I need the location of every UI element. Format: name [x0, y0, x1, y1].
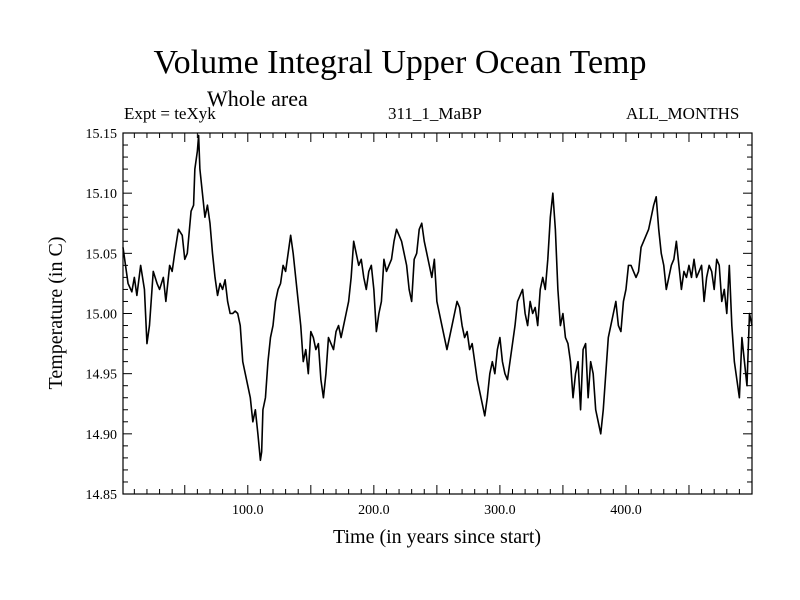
- x-tick-label: 300.0: [484, 503, 516, 518]
- x-tick-label: 400.0: [610, 503, 642, 518]
- experiment-label: Expt = teXyk: [124, 104, 216, 123]
- x-axis-label: Time (in years since start): [333, 526, 541, 548]
- y-tick-label: 15.05: [86, 247, 118, 262]
- series-line-temperature: [122, 134, 753, 462]
- plot-frame: [122, 132, 753, 495]
- tick-labels: 100.0 200.0 300.0 400.0 14.85 14.90 14.95 15.00…: [86, 127, 642, 518]
- y-tick-label: 14.85: [86, 488, 118, 503]
- y-tick-label: 15.00: [86, 308, 118, 323]
- y-tick-label: 14.90: [86, 428, 118, 443]
- chart-title: Volume Integral Upper Ocean Temp: [153, 44, 647, 81]
- y-tick-label: 15.15: [86, 127, 118, 142]
- y-tick-label: 14.95: [86, 368, 118, 383]
- y-tick-label: 15.10: [86, 187, 118, 202]
- axis-ticks: [123, 133, 752, 494]
- chart-subtitle: Whole area: [207, 86, 308, 111]
- months-label: ALL_MONTHS: [626, 104, 740, 123]
- x-tick-label: 200.0: [358, 503, 390, 518]
- y-axis-label: Temperature (in C): [45, 237, 67, 390]
- x-tick-label: 100.0: [232, 503, 264, 518]
- run-id-label: 311_1_MaBP: [388, 104, 482, 123]
